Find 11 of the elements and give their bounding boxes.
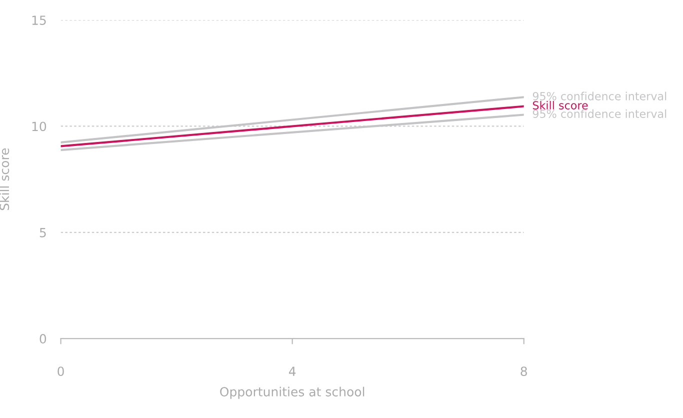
- series-label: 95% confidence interval: [532, 92, 666, 100]
- x-tick-label: 8: [520, 366, 527, 376]
- x-tick-label: 0: [58, 366, 64, 376]
- y-tick-label: 0: [40, 334, 46, 344]
- x-axis-title: Opportunities at school: [220, 386, 364, 399]
- series-label: 95% confidence interval: [532, 109, 666, 118]
- y-tick-label: 10: [32, 122, 46, 132]
- y-tick-label: 5: [40, 228, 46, 238]
- y-tick-label: 15: [32, 16, 46, 25]
- series-label: Skill score: [532, 100, 588, 110]
- x-tick-label: 4: [288, 366, 296, 376]
